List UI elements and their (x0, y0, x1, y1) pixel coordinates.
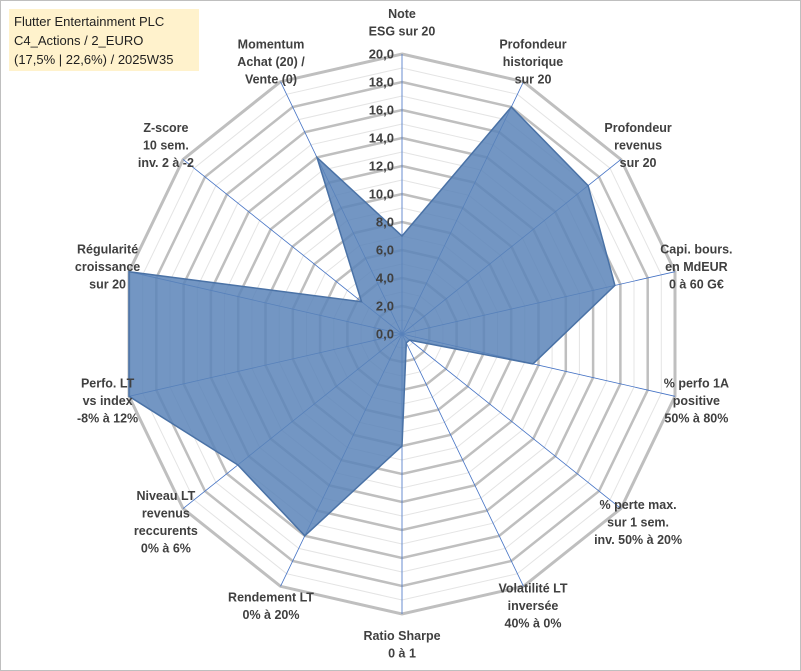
tick-label: 18,0 (369, 75, 394, 90)
tick-label: 0,0 (376, 327, 394, 342)
tick-label: 2,0 (376, 299, 394, 314)
tick-label: 6,0 (376, 243, 394, 258)
info-period: (17,5% | 22,6%) / 2025W35 (14, 52, 174, 67)
tick-label: 8,0 (376, 215, 394, 230)
tick-label: 10,0 (369, 187, 394, 202)
axis-label: Niveau LT revenus reccurents 0% à 6% (134, 489, 198, 556)
radar-series (128, 105, 616, 537)
radar-tick-labels: 0,0 2,0 4,0 6,0 8,0 10,0 12,0 14,0 16,0 18,0 20,0 (369, 47, 394, 342)
axis-label: Régularité croissance sur 20 (75, 242, 140, 291)
tick-label: 14,0 (369, 131, 394, 146)
info-box: Flutter Entertainment PLC C4_Actions / 2… (9, 9, 199, 71)
series-area (128, 105, 616, 537)
axis-label: % perte max. sur 1 sem. inv. 50% à 20% (594, 498, 682, 547)
tick-label: 4,0 (376, 271, 394, 286)
axis-label: Note ESG sur 20 (369, 7, 436, 39)
axis-spoke (401, 333, 524, 587)
axis-label: Z-score 10 sem. inv. 2 à -2 (138, 121, 194, 170)
axis-label: Rendement LT 0% à 20% (228, 590, 314, 622)
axis-label: Ratio Sharpe 0 à 1 (363, 629, 440, 661)
axis-label: Profondeur historique sur 20 (499, 37, 566, 86)
axis-spoke (401, 333, 622, 509)
axis-label: Momentum Achat (20) / Vente (0) (237, 37, 305, 86)
info-category: C4_Actions / 2_EURO (14, 33, 144, 48)
axis-label: Perfo. LT vs index -8% à 12% (77, 377, 138, 426)
axis-label: Volatilité LT inversée 40% à 0% (499, 582, 568, 631)
tick-label: 16,0 (369, 103, 394, 118)
info-company-name: Flutter Entertainment PLC (14, 14, 165, 29)
tick-label: 12,0 (369, 159, 394, 174)
axis-label: Profondeur revenus sur 20 (604, 121, 671, 170)
axis-label: Capi. bours. en MdEUR 0 à 60 G€ (660, 242, 732, 291)
tick-label: 20,0 (369, 47, 394, 62)
radar-axis-labels: Note ESG sur 20 Profondeur historique sur 20… (75, 7, 733, 661)
axis-label: % perfo 1A positive 50% à 80% (664, 377, 729, 426)
